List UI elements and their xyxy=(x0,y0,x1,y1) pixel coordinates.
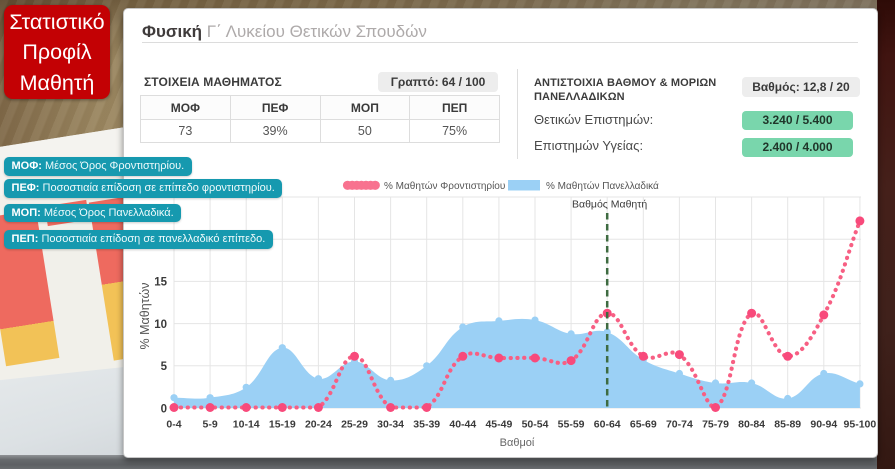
svg-text:75-79: 75-79 xyxy=(702,419,729,431)
svg-text:% Μαθητών: % Μαθητών xyxy=(138,283,152,350)
svg-text:35-39: 35-39 xyxy=(413,419,440,431)
svg-text:5-9: 5-9 xyxy=(203,419,218,431)
svg-text:65-69: 65-69 xyxy=(630,419,657,431)
svg-text:45-49: 45-49 xyxy=(485,419,512,431)
svg-text:0-4: 0-4 xyxy=(166,419,181,431)
svg-text:60-64: 60-64 xyxy=(594,419,621,431)
svg-text:5: 5 xyxy=(161,361,168,373)
svg-text:50-54: 50-54 xyxy=(522,419,549,431)
svg-text:55-59: 55-59 xyxy=(558,419,585,431)
svg-text:% Μαθητών Φροντιστηρίου: % Μαθητών Φροντιστηρίου xyxy=(384,180,505,192)
svg-text:15: 15 xyxy=(154,277,167,289)
svg-text:30-34: 30-34 xyxy=(377,419,404,431)
svg-text:70-74: 70-74 xyxy=(666,419,693,431)
svg-text:10-14: 10-14 xyxy=(233,419,260,431)
svg-text:20-24: 20-24 xyxy=(305,419,332,431)
svg-text:0: 0 xyxy=(161,403,167,415)
svg-text:80-84: 80-84 xyxy=(738,419,765,431)
svg-text:25-29: 25-29 xyxy=(341,419,368,431)
svg-text:40-44: 40-44 xyxy=(449,419,476,431)
svg-text:85-89: 85-89 xyxy=(774,419,801,431)
svg-text:95-100: 95-100 xyxy=(844,419,877,431)
svg-text:90-94: 90-94 xyxy=(810,419,837,431)
svg-text:Βαθμοί: Βαθμοί xyxy=(500,437,535,449)
svg-text:15-19: 15-19 xyxy=(269,419,296,431)
svg-text:% Μαθητών Πανελλαδικά: % Μαθητών Πανελλαδικά xyxy=(546,180,659,192)
svg-text:Βαθμός Μαθητή: Βαθμός Μαθητή xyxy=(572,199,647,211)
svg-text:10: 10 xyxy=(154,319,167,331)
